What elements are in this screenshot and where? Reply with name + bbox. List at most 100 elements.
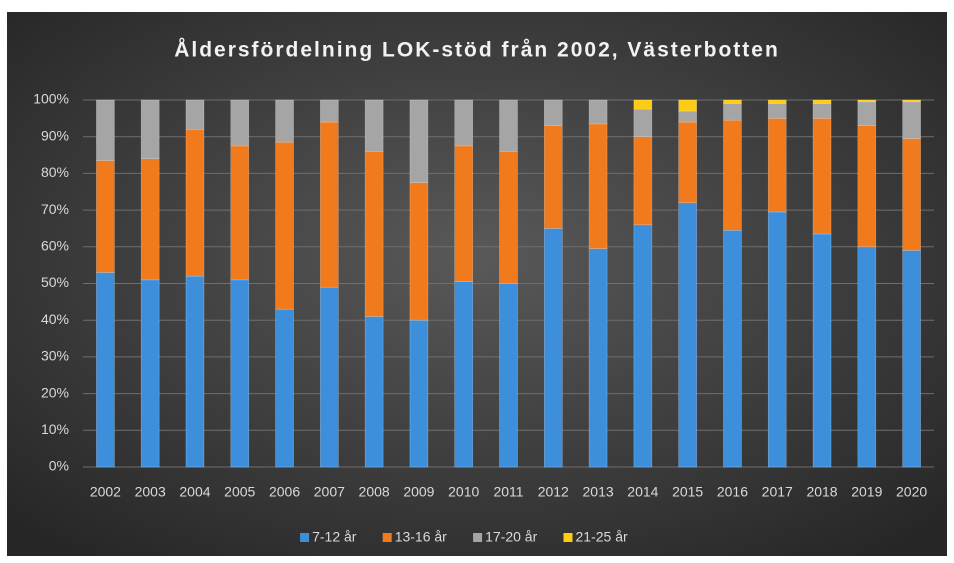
- y-tick-label: 0%: [49, 458, 69, 474]
- bar-segment: [543, 125, 563, 229]
- x-tick-label: 2015: [672, 484, 703, 500]
- bar-segment: [588, 248, 608, 468]
- bar-segment: [140, 99, 160, 160]
- bar-segment: [857, 246, 877, 468]
- bar-segment: [767, 118, 787, 213]
- bar-segment: [678, 110, 697, 123]
- x-tick-label: 2009: [403, 484, 434, 500]
- y-tick-label: 80%: [41, 164, 69, 180]
- bar-segment: [320, 286, 339, 468]
- x-tick-label: 2016: [717, 484, 748, 500]
- bar-segment: [364, 316, 384, 468]
- bar-segment: [320, 99, 339, 123]
- bar-segment: [678, 99, 697, 112]
- bar-segment: [633, 136, 653, 226]
- bar-segment: [409, 99, 429, 183]
- legend-label: 21-25 år: [576, 529, 628, 545]
- bar-segment: [723, 103, 742, 121]
- y-tick-label: 90%: [41, 127, 69, 143]
- bar-segment: [96, 99, 115, 161]
- bar-segment: [140, 158, 160, 281]
- legend-swatch: [382, 533, 392, 542]
- bar-segment: [543, 99, 563, 126]
- bar-segment: [275, 99, 294, 143]
- bar-segment: [185, 129, 205, 277]
- bar-segment: [723, 99, 742, 104]
- x-tick-label: 2012: [538, 484, 569, 500]
- x-tick-label: 2007: [314, 484, 345, 500]
- x-tick-label: 2002: [90, 484, 121, 500]
- x-tick-label: 2005: [224, 484, 255, 500]
- bar-segment: [454, 145, 474, 282]
- bar-segment: [723, 229, 742, 468]
- bar-segment: [96, 272, 115, 468]
- y-tick-label: 30%: [41, 348, 69, 364]
- bar-segment: [588, 123, 608, 249]
- bar-segment: [633, 224, 653, 468]
- y-tick-label: 40%: [41, 311, 69, 327]
- bar-segment: [678, 121, 697, 204]
- bar-segment: [230, 279, 250, 468]
- bar-segment: [140, 279, 160, 468]
- bar-segment: [454, 281, 474, 468]
- bar-segment: [499, 151, 518, 284]
- x-tick-label: 2011: [493, 484, 523, 500]
- x-tick-label: 2019: [851, 484, 882, 500]
- bar-segment: [767, 99, 787, 104]
- y-tick-label: 60%: [41, 238, 69, 254]
- y-tick-label: 20%: [41, 384, 69, 400]
- x-tick-label: 2013: [583, 484, 614, 500]
- bar-segment: [96, 160, 115, 273]
- x-tick-label: 2014: [627, 484, 658, 500]
- bar-segment: [409, 319, 429, 468]
- bar-segment: [812, 118, 832, 235]
- bar-segment: [364, 151, 384, 317]
- bar-segment: [767, 103, 787, 119]
- bar-segment: [812, 99, 832, 104]
- bar-segment: [454, 99, 474, 147]
- bar-segment: [633, 99, 653, 110]
- bar-segment: [275, 141, 294, 310]
- bar-segment: [633, 108, 653, 138]
- bar-segment: [230, 99, 250, 147]
- bar-segment: [185, 275, 205, 468]
- chart-title: Åldersfördelning LOK-stöd från 2002, Väs…: [174, 38, 780, 62]
- bar-segment: [902, 138, 921, 251]
- legend-swatch: [473, 533, 483, 542]
- bar-segment: [275, 308, 294, 468]
- x-tick-label: 2003: [135, 484, 166, 500]
- bar-segment: [185, 99, 205, 130]
- x-tick-label: 2006: [269, 484, 300, 500]
- x-tick-label: 2020: [896, 484, 927, 500]
- legend-label: 17-20 år: [485, 529, 537, 545]
- y-tick-label: 70%: [41, 201, 69, 217]
- x-tick-label: 2018: [806, 484, 837, 500]
- bar-segment: [409, 182, 429, 321]
- x-tick-label: 2004: [179, 484, 210, 500]
- y-tick-label: 10%: [41, 421, 69, 437]
- x-tick-label: 2010: [448, 484, 479, 500]
- legend-label: 13-16 år: [395, 529, 447, 545]
- legend-swatch: [300, 533, 310, 542]
- legend-label: 7-12 år: [312, 529, 357, 545]
- bar-segment: [857, 99, 877, 103]
- y-tick-label: 50%: [41, 274, 69, 290]
- bar-segment: [230, 145, 250, 281]
- x-tick-label: 2008: [359, 484, 390, 500]
- bar-segment: [902, 250, 921, 468]
- bar-segment: [857, 101, 877, 126]
- x-tick-label: 2017: [762, 484, 793, 500]
- bar-segment: [543, 228, 563, 468]
- bar-segment: [499, 99, 518, 152]
- bar-segment: [723, 119, 742, 231]
- bar-segment: [857, 125, 877, 248]
- bar-segment: [678, 202, 697, 468]
- bar-segment: [902, 101, 921, 139]
- bar-segment: [767, 211, 787, 468]
- legend-swatch: [563, 533, 573, 542]
- y-tick-label: 100%: [33, 91, 69, 107]
- bar-segment: [588, 99, 608, 125]
- bar-segment: [364, 99, 384, 152]
- bar-segment: [320, 121, 339, 288]
